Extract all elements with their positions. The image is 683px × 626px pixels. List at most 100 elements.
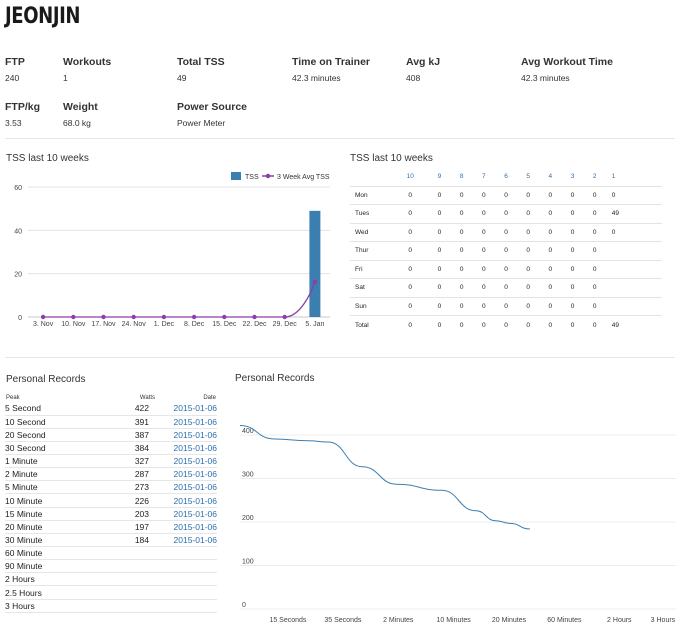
header-week[interactable]: 1	[611, 173, 616, 181]
header-week[interactable]: 5	[526, 173, 530, 181]
pr-date[interactable]: 2015-01-06	[159, 493, 217, 508]
stat-label: Weight	[63, 101, 98, 113]
tss-cell: 0	[472, 241, 495, 260]
day-label: Mon	[350, 185, 392, 205]
pr-date[interactable]: 2015-01-06	[159, 480, 217, 495]
legend-avg-label: 3 Week Avg TSS	[277, 174, 330, 181]
stat-value: 240	[5, 73, 20, 83]
tss-cell: 0	[392, 278, 429, 297]
tss-cell: 0	[392, 185, 429, 205]
pr-date	[159, 546, 217, 561]
tss-cell: 0	[561, 278, 584, 297]
stat-avg-kj: Avg kJ 408	[406, 56, 440, 83]
pr-date[interactable]: 2015-01-06	[159, 467, 217, 482]
pr-date	[159, 599, 217, 613]
tss-avg-point[interactable]	[222, 314, 227, 320]
pr-watts: 391	[109, 415, 159, 429]
pr-date[interactable]: 2015-01-06	[159, 441, 217, 456]
tss-avg-point[interactable]	[161, 314, 167, 320]
tss-cell: 0	[539, 241, 562, 260]
pr-row: 60 Minute	[5, 546, 217, 561]
stat-power-source: Power Source Power Meter	[177, 101, 247, 128]
pr-x-tick: 15 Seconds	[269, 617, 306, 624]
legend-tss-label: TSS	[245, 174, 259, 181]
tss-bar[interactable]	[309, 210, 321, 317]
tss-avg-point[interactable]	[252, 314, 257, 320]
tss-cell: 0	[450, 278, 473, 297]
pr-chart: 0 100 200 300 400 15 Seconds 35 Seconds 2 Minu…	[239, 424, 676, 624]
tss-avg-point[interactable]	[312, 279, 318, 284]
pr-row: 1 Minute 327 2015-01-06	[5, 454, 217, 469]
pr-date	[159, 585, 217, 600]
stat-value: 42.3 minutes	[521, 73, 570, 83]
tss-cell: 0	[561, 185, 584, 205]
tss-avg-point[interactable]	[101, 314, 106, 320]
tss-avg-point[interactable]	[40, 314, 46, 320]
header-week[interactable]: 4	[548, 173, 553, 181]
tss-avg-point[interactable]	[71, 314, 76, 320]
pr-date[interactable]: 2015-01-06	[159, 428, 217, 442]
pr-date[interactable]: 2015-01-06	[159, 533, 217, 548]
pr-watts: 203	[109, 507, 159, 521]
tss-x-tick: 3. Nov	[33, 321, 54, 328]
stat-value: Power Meter	[177, 118, 226, 128]
header-week[interactable]: 3	[570, 173, 575, 181]
pr-y-tick: 300	[242, 472, 254, 479]
tss-cell: 0	[428, 185, 451, 205]
pr-watts: 226	[109, 493, 159, 508]
tss-row-fri: Fri 0 0 0 0 0 0 0 0 0	[350, 259, 662, 279]
pr-row: 30 Minute 184 2015-01-06	[5, 533, 217, 548]
pr-x-tick: 20 Minutes	[492, 617, 527, 624]
pr-row: 90 Minute	[5, 559, 217, 574]
tss-cell: 0	[583, 241, 606, 260]
header-week[interactable]: 7	[482, 173, 486, 181]
stat-value: 42.3 minutes	[292, 73, 341, 83]
pr-row: 5 Minute 273 2015-01-06	[5, 480, 217, 495]
tss-avg-point[interactable]	[131, 314, 136, 320]
pr-table: Peak Watts Date 5 Second 422 2015-01-06 10 …	[5, 393, 217, 613]
pr-curve	[239, 424, 530, 530]
athlete-name: JEONJIN	[5, 4, 81, 29]
tss-row-sun: Sun 0 0 0 0 0 0 0 0 0	[350, 296, 662, 316]
tss-avg-line	[43, 281, 316, 318]
pr-date[interactable]: 2015-01-06	[159, 454, 217, 469]
pr-watts	[109, 559, 159, 574]
stat-label: Avg Workout Time	[521, 56, 613, 68]
tss-cell: 0	[450, 296, 473, 316]
pr-watts: 184	[109, 533, 159, 548]
pr-x-tick: 2 Hours	[607, 617, 632, 624]
tss-cell: 0	[450, 222, 473, 242]
header-week[interactable]: 10	[406, 173, 414, 181]
tss-y-tick: 40	[14, 228, 22, 235]
header-week[interactable]: 2	[592, 173, 597, 181]
pr-date[interactable]: 2015-01-06	[159, 520, 217, 534]
pr-row: 2 Hours	[5, 572, 217, 587]
header-week[interactable]: 8	[459, 173, 464, 181]
stat-value: 49	[177, 73, 187, 83]
tss-cell	[605, 259, 662, 279]
pr-date[interactable]: 2015-01-06	[159, 507, 217, 521]
pr-row: 20 Second 387 2015-01-06	[5, 428, 217, 442]
tss-cell: 0	[472, 296, 495, 316]
header-week[interactable]: 6	[504, 173, 508, 181]
pr-row: 10 Second 391 2015-01-06	[5, 415, 217, 429]
tss-cell: 0	[428, 259, 451, 279]
tss-legend[interactable]: TSS 3 Week Avg TSS	[231, 172, 330, 181]
pr-watts	[109, 585, 159, 600]
tss-cell	[605, 296, 662, 316]
tss-row-tues: Tues 0 0 0 0 0 0 0 0 0 49	[350, 204, 662, 223]
tss-avg-point[interactable]	[191, 314, 197, 320]
pr-date[interactable]: 2015-01-06	[159, 402, 217, 416]
tss-cell: 0	[583, 315, 606, 334]
tss-cell: 0	[494, 204, 518, 223]
tss-cell: 0	[428, 296, 451, 316]
tss-table: 10 9 8 7 6 5 4 3 2 1 Mon 0 0 0 0 0 0 0 0 0 0 Tues 0 0…	[350, 168, 662, 334]
tss-cell: 0	[428, 315, 451, 334]
header-week[interactable]: 9	[437, 173, 442, 181]
pr-date[interactable]: 2015-01-06	[159, 415, 217, 429]
pr-watts: 422	[109, 402, 159, 416]
tss-avg-point[interactable]	[282, 314, 287, 320]
pr-watts: 273	[109, 480, 159, 495]
pr-peak: 3 Hours	[5, 599, 109, 613]
tss-row-thur: Thur 0 0 0 0 0 0 0 0 0	[350, 241, 662, 260]
